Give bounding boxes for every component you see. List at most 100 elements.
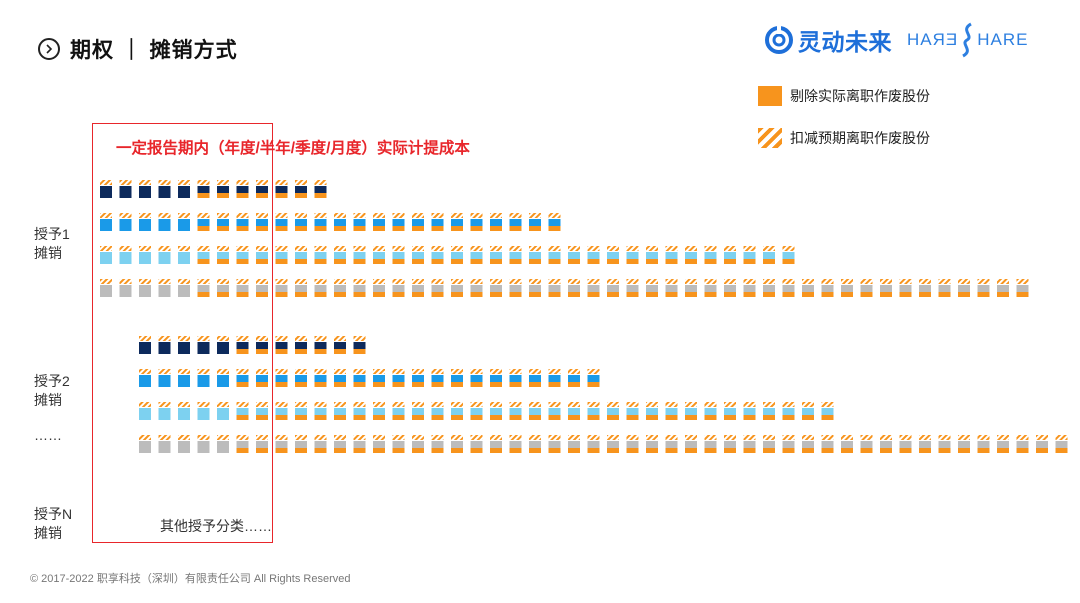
unit-vested-block — [139, 375, 151, 387]
expected-forfeit-stripe — [392, 213, 405, 218]
actual-forfeit-block — [607, 259, 619, 264]
actual-forfeit-block — [314, 448, 327, 453]
actual-forfeit-block — [470, 259, 483, 264]
expected-forfeit-stripe — [158, 246, 171, 251]
amortization-unit — [1055, 435, 1068, 453]
expected-forfeit-stripe — [880, 279, 892, 284]
expected-forfeit-stripe — [236, 279, 249, 284]
amortization-unit — [100, 246, 112, 264]
actual-forfeit-block — [236, 292, 249, 297]
actual-forfeit-block — [334, 415, 346, 420]
unit-vested-block — [763, 441, 775, 448]
amortization-unit — [626, 402, 639, 420]
unit-vested-block — [587, 285, 600, 292]
amortization-unit — [490, 369, 502, 387]
unit-vested-block — [314, 252, 327, 259]
unit-vested-block — [217, 441, 229, 453]
amortization-unit — [158, 180, 171, 198]
unit-vested-block — [119, 219, 132, 231]
amortization-unit — [236, 180, 249, 198]
expected-forfeit-stripe — [490, 246, 502, 251]
actual-forfeit-block — [334, 349, 346, 354]
actual-forfeit-block — [431, 415, 444, 420]
amortization-unit — [314, 336, 327, 354]
amortization-unit — [821, 402, 834, 420]
share-wordmark: ERAH HARE — [906, 22, 1028, 58]
actual-forfeit-block — [802, 292, 814, 297]
unit-vested-block — [412, 375, 424, 382]
actual-forfeit-block — [704, 415, 717, 420]
actual-forfeit-block — [919, 448, 931, 453]
expected-forfeit-stripe — [139, 369, 151, 374]
amortization-unit — [470, 279, 483, 297]
actual-forfeit-block — [392, 226, 405, 231]
expected-forfeit-stripe — [490, 213, 502, 218]
expected-forfeit-stripe — [431, 279, 444, 284]
actual-forfeit-block — [587, 382, 600, 387]
actual-forfeit-block — [977, 448, 990, 453]
actual-forfeit-block — [509, 448, 522, 453]
unit-vested-block — [607, 408, 619, 415]
actual-forfeit-block — [412, 259, 424, 264]
amortization-unit — [217, 180, 229, 198]
unit-vested-block — [646, 441, 658, 448]
actual-forfeit-block — [256, 226, 268, 231]
unit-vested-block — [743, 408, 756, 415]
unit-vested-block — [217, 408, 229, 420]
actual-forfeit-block — [665, 415, 678, 420]
unit-vested-block — [295, 375, 307, 382]
expected-forfeit-stripe — [412, 246, 424, 251]
actual-forfeit-block — [704, 259, 717, 264]
amortization-unit — [529, 369, 541, 387]
expected-forfeit-stripe — [470, 402, 483, 407]
unit-vested-block — [821, 408, 834, 415]
amortization-unit — [509, 213, 522, 231]
amortization-unit — [275, 369, 288, 387]
actual-forfeit-block — [412, 382, 424, 387]
actual-forfeit-block — [607, 448, 619, 453]
amortization-unit — [626, 246, 639, 264]
unit-vested-block — [314, 186, 327, 193]
unit-vested-block — [763, 285, 775, 292]
actual-forfeit-block — [821, 448, 834, 453]
actual-forfeit-block — [548, 448, 561, 453]
unit-vested-block — [1016, 441, 1029, 448]
expected-forfeit-stripe — [178, 402, 190, 407]
amortization-unit — [568, 279, 580, 297]
actual-forfeit-block — [821, 292, 834, 297]
amortization-unit — [860, 279, 873, 297]
amortization-unit — [197, 369, 210, 387]
expected-forfeit-stripe — [139, 213, 151, 218]
unit-vested-block — [587, 375, 600, 382]
unit-vested-block — [392, 408, 405, 415]
expected-forfeit-stripe — [139, 435, 151, 440]
expected-forfeit-stripe — [353, 336, 366, 341]
amortization-unit — [236, 402, 249, 420]
amortization-unit — [392, 369, 405, 387]
amortization-unit — [451, 246, 463, 264]
expected-forfeit-stripe — [451, 279, 463, 284]
expected-forfeit-stripe — [353, 213, 366, 218]
unit-vested-block — [919, 441, 931, 448]
actual-forfeit-block — [743, 292, 756, 297]
unit-vested-block — [899, 285, 912, 292]
amortization-unit — [295, 279, 307, 297]
amortization-unit — [158, 246, 171, 264]
unit-vested-block — [197, 342, 210, 354]
unit-vested-block — [139, 285, 151, 297]
expected-forfeit-stripe — [782, 402, 795, 407]
unit-vested-block — [392, 375, 405, 382]
amortization-unit — [431, 279, 444, 297]
unit-vested-block — [334, 441, 346, 448]
expected-forfeit-stripe — [724, 402, 736, 407]
actual-forfeit-block — [685, 415, 697, 420]
amortization-unit — [509, 402, 522, 420]
unit-vested-block — [353, 285, 366, 292]
unit-vested-block — [275, 285, 288, 292]
unit-vested-block — [490, 285, 502, 292]
unit-vested-block — [158, 285, 171, 297]
actual-forfeit-block — [295, 226, 307, 231]
unit-vested-block — [1016, 285, 1029, 292]
unit-vested-block — [548, 252, 561, 259]
amortization-unit — [509, 246, 522, 264]
